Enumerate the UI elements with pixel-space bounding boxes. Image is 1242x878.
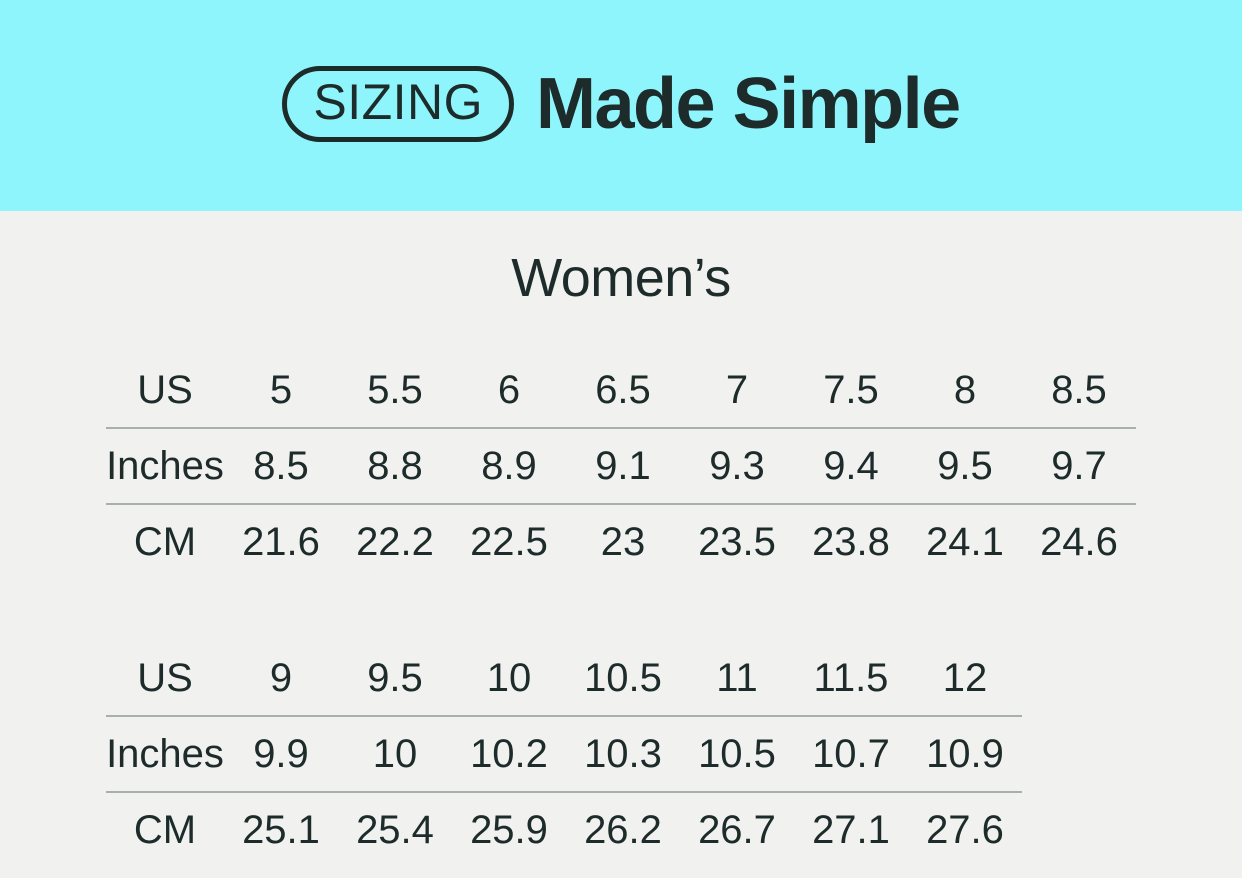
sizing-badge-label: SIZING (313, 73, 484, 130)
size-table-1-wrapper: US 5 5.5 6 6.5 7 7.5 8 8.5 Inches 8.5 8.… (106, 353, 1136, 579)
table-cell: 23.5 (680, 503, 794, 579)
table-row: US 5 5.5 6 6.5 7 7.5 8 8.5 (106, 353, 1136, 428)
page-banner: SIZING Made Simple (0, 0, 1242, 211)
table-row: CM 25.1 25.4 25.9 26.2 26.7 27.1 27.6 (106, 791, 1136, 867)
table-cell: 10 (486, 655, 532, 700)
table-cell: 22.5 (452, 503, 566, 579)
table-cell: 12 (942, 655, 988, 700)
table-cell: 6 (497, 367, 521, 412)
table-cell: 10.5 (680, 715, 794, 792)
sizing-badge: SIZING (282, 65, 515, 142)
main-content: Women’s US 5 5.5 6 6.5 7 7.5 8 8.5 Inche… (0, 211, 1242, 867)
table-cell: 9.3 (680, 427, 794, 504)
table-cell: 10.3 (566, 715, 680, 792)
table-cell: 10.2 (452, 715, 566, 792)
table-cell: 9.1 (566, 427, 680, 504)
table-cell: 25.4 (338, 791, 452, 867)
table-row: US 9 9.5 10 10.5 11 11.5 12 (106, 641, 1136, 716)
table-cell: 8.5 (1051, 367, 1107, 412)
table-cell: 9 (269, 655, 293, 700)
table-cell: 5 (269, 367, 293, 412)
section-title: Women’s (511, 248, 731, 308)
table-cell: 10.9 (908, 715, 1022, 792)
table-cell: 21.6 (224, 503, 338, 579)
table-row: Inches 8.5 8.8 8.9 9.1 9.3 9.4 9.5 9.7 (106, 427, 1136, 504)
banner-content: SIZING Made Simple (282, 63, 961, 144)
table-cell: 11.5 (813, 655, 889, 700)
table-row: Inches 9.9 10 10.2 10.3 10.5 10.7 10.9 (106, 715, 1136, 792)
table-cell: 11 (716, 655, 758, 700)
banner-title: Made Simple (536, 63, 961, 144)
table-cell: 27.6 (908, 791, 1022, 867)
table-cell: 25.1 (224, 791, 338, 867)
row-label: US (137, 367, 193, 412)
size-table-1: US 5 5.5 6 6.5 7 7.5 8 8.5 Inches 8.5 8.… (106, 353, 1136, 579)
row-label: Inches (106, 715, 224, 792)
table-row: CM 21.6 22.2 22.5 23 23.5 23.8 24.1 24.6 (106, 503, 1136, 579)
table-cell: 7.5 (823, 367, 879, 412)
row-label: CM (106, 503, 224, 579)
table-cell: 26.7 (680, 791, 794, 867)
table-cell: 8.9 (452, 427, 566, 504)
table-cell: 8 (953, 367, 977, 412)
table-cell: 6.5 (595, 367, 651, 412)
table-cell: 5.5 (367, 367, 423, 412)
table-cell: 9.5 (908, 427, 1022, 504)
table-cell: 24.1 (908, 503, 1022, 579)
table-cell: 23.8 (794, 503, 908, 579)
table-cell: 27.1 (794, 791, 908, 867)
table-cell: 8.5 (224, 427, 338, 504)
table-cell: 10 (338, 715, 452, 792)
table-cell: 9.9 (224, 715, 338, 792)
table-cell-empty (1022, 716, 1136, 792)
table-cell: 10.5 (584, 655, 662, 700)
size-table-2: US 9 9.5 10 10.5 11 11.5 12 Inches 9.9 1… (106, 641, 1136, 867)
table-cell: 9.7 (1022, 427, 1136, 504)
table-cell: 7 (725, 367, 749, 412)
table-cell: 9.4 (794, 427, 908, 504)
table-cell: 22.2 (338, 503, 452, 579)
table-cell: 26.2 (566, 791, 680, 867)
table-cell-empty (1022, 792, 1136, 867)
row-label: Inches (106, 427, 224, 504)
row-label: US (137, 655, 193, 700)
table-cell: 23 (566, 503, 680, 579)
table-cell: 8.8 (338, 427, 452, 504)
table-spacer (0, 579, 1242, 641)
table-cell-empty (1022, 641, 1136, 716)
table-cell: 24.6 (1022, 503, 1136, 579)
table-cell: 25.9 (452, 791, 566, 867)
size-table-2-wrapper: US 9 9.5 10 10.5 11 11.5 12 Inches 9.9 1… (106, 641, 1136, 867)
row-label: CM (106, 791, 224, 867)
table-cell: 10.7 (794, 715, 908, 792)
table-cell: 9.5 (367, 655, 423, 700)
